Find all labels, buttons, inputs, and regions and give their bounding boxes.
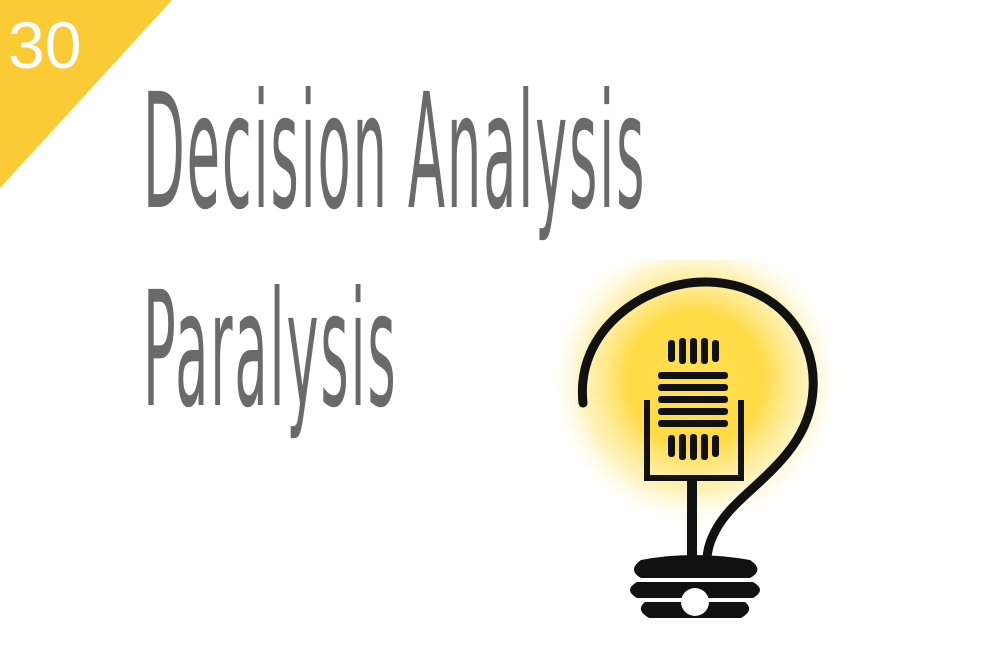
bulb-outline xyxy=(577,277,818,565)
microphone-icon xyxy=(644,338,744,562)
corner-triangle xyxy=(0,0,172,188)
glow-halo xyxy=(545,230,845,530)
title-line-1: Decision Analysis xyxy=(143,58,647,245)
title-line-2: Paralysis xyxy=(143,256,398,443)
bulb-base xyxy=(630,555,760,618)
episode-number: 30 xyxy=(8,8,82,82)
episode-corner-banner: 30 xyxy=(0,0,175,190)
lightbulb-microphone-icon xyxy=(545,230,855,630)
